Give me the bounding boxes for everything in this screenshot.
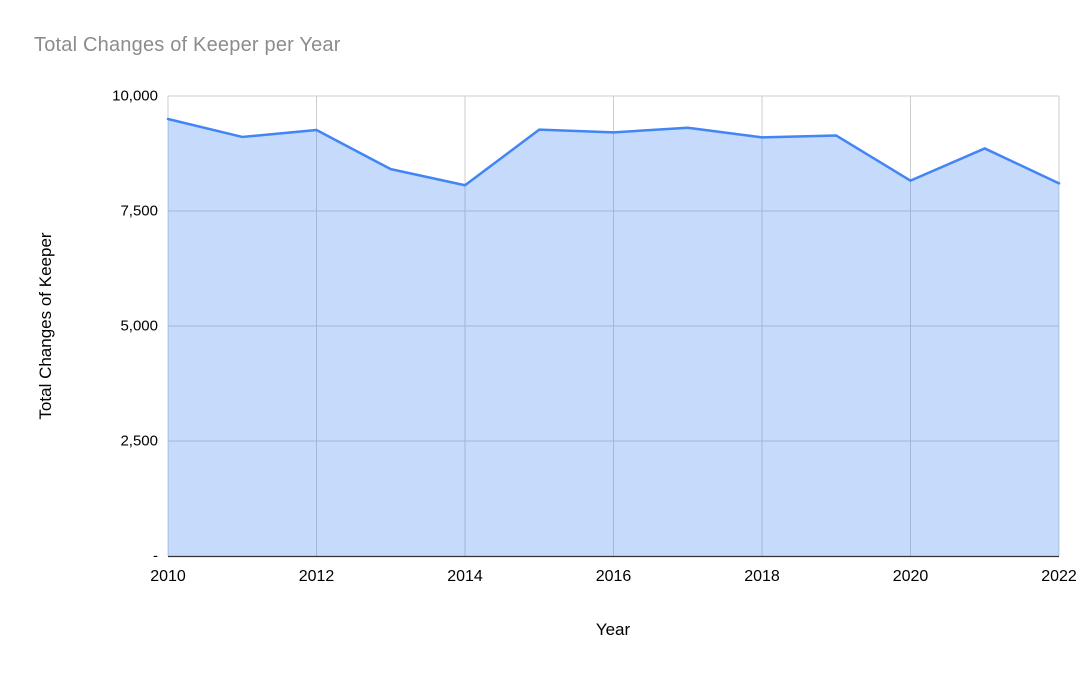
- y-tick-label: 2,500: [120, 432, 158, 450]
- x-axis-title: Year: [595, 620, 631, 639]
- x-tick-label: 2014: [447, 568, 483, 585]
- y-tick-label: 7,500: [120, 202, 158, 220]
- y-tick-label: 10,000: [112, 87, 158, 105]
- y-tick-label: -: [153, 547, 158, 565]
- y-tick-label: 5,000: [120, 317, 158, 335]
- x-tick-label: 2020: [892, 568, 929, 585]
- x-tick-label: 2012: [298, 568, 335, 585]
- chart-title: Total Changes of Keeper per Year: [34, 34, 341, 56]
- x-tick-label: 2010: [150, 568, 186, 585]
- x-tick-label: 2016: [595, 568, 632, 585]
- series-line: [166, 117, 1061, 187]
- x-tick-label: 2018: [744, 568, 780, 585]
- y-tick-labels: - 2,500 5,000 7,500 10,000: [0, 0, 158, 676]
- x-tick-label: 2022: [1041, 568, 1077, 585]
- area-fill: [168, 119, 1059, 556]
